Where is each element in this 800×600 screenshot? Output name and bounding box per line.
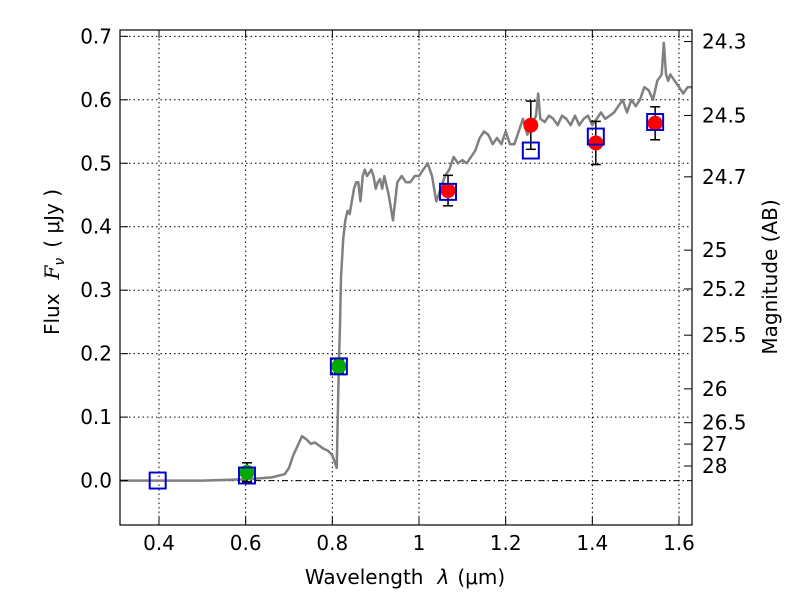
- y2-tick-label: 27: [702, 432, 727, 456]
- y2-tick-label: 25.2: [702, 277, 747, 301]
- model-square-marker-outline: [646, 113, 665, 131]
- y2-tick-label: 24.5: [702, 103, 747, 127]
- y-tick-labels: 0.0 0.1 0.2 0.3 0.4 0.5 0.6 0.7: [80, 24, 112, 492]
- y-tick-label: 0.3: [80, 278, 112, 302]
- x-tick-label: 0.6: [230, 531, 262, 555]
- plot-frame: [119, 29, 693, 526]
- model-square-marker-outline: [586, 127, 605, 146]
- observed-circle-marker: [647, 115, 663, 131]
- observed-circle-marker: [523, 117, 539, 133]
- y-tick-label: 0.0: [80, 469, 112, 493]
- x-tick-labels: 0.4 0.6 0.8 1 1.2 1.4 1.6: [143, 531, 695, 555]
- y2-tick-label: 24.7: [702, 165, 747, 189]
- x-tick-label: 1.2: [490, 531, 522, 555]
- x-tick-label: 1.6: [663, 531, 695, 555]
- y2-tick-label: 26.5: [702, 411, 747, 435]
- axis-ticks: [120, 30, 692, 525]
- y-tick-label: 0.1: [80, 405, 112, 429]
- y-tick-label: 0.6: [80, 88, 112, 112]
- y2-tick-label: 25.5: [702, 323, 747, 347]
- x-tick-label: 1: [413, 531, 426, 555]
- observed-circle-marker: [239, 464, 255, 480]
- y2-tick-label: 28: [702, 454, 727, 478]
- template-spectrum-line: [120, 41, 692, 482]
- y2-tick-label: 25: [702, 238, 727, 262]
- y-tick-label: 0.5: [80, 151, 112, 175]
- grid-lines: [120, 30, 692, 525]
- data-markers: [148, 100, 665, 490]
- y-tick-label: 0.4: [80, 215, 112, 239]
- observed-circle-marker: [331, 358, 347, 374]
- observed-circle-marker: [588, 135, 604, 151]
- y-tick-label: 0.2: [80, 342, 112, 366]
- x-tick-label: 0.8: [316, 531, 348, 555]
- x-axis-label: Wavelength λ (μm): [305, 565, 505, 589]
- x-tick-label: 1.4: [576, 531, 608, 555]
- y2-tick-label: 26: [702, 377, 727, 401]
- model-square-marker-outline: [238, 466, 256, 485]
- x-tick-label: 0.4: [143, 531, 175, 555]
- observed-circle-marker: [440, 183, 456, 199]
- y2-tick-label: 24.3: [702, 30, 747, 54]
- y2-axis-label: Magnitude (AB): [758, 199, 782, 354]
- y-tick-label: 0.7: [80, 24, 112, 48]
- model-square-marker-outline: [439, 182, 457, 201]
- model-square-marker-outline: [329, 357, 348, 376]
- y-axis-label: FluxFν( μJy ): [40, 189, 68, 335]
- model-square-marker-outline: [148, 471, 167, 490]
- model-square-marker-outline: [521, 141, 540, 160]
